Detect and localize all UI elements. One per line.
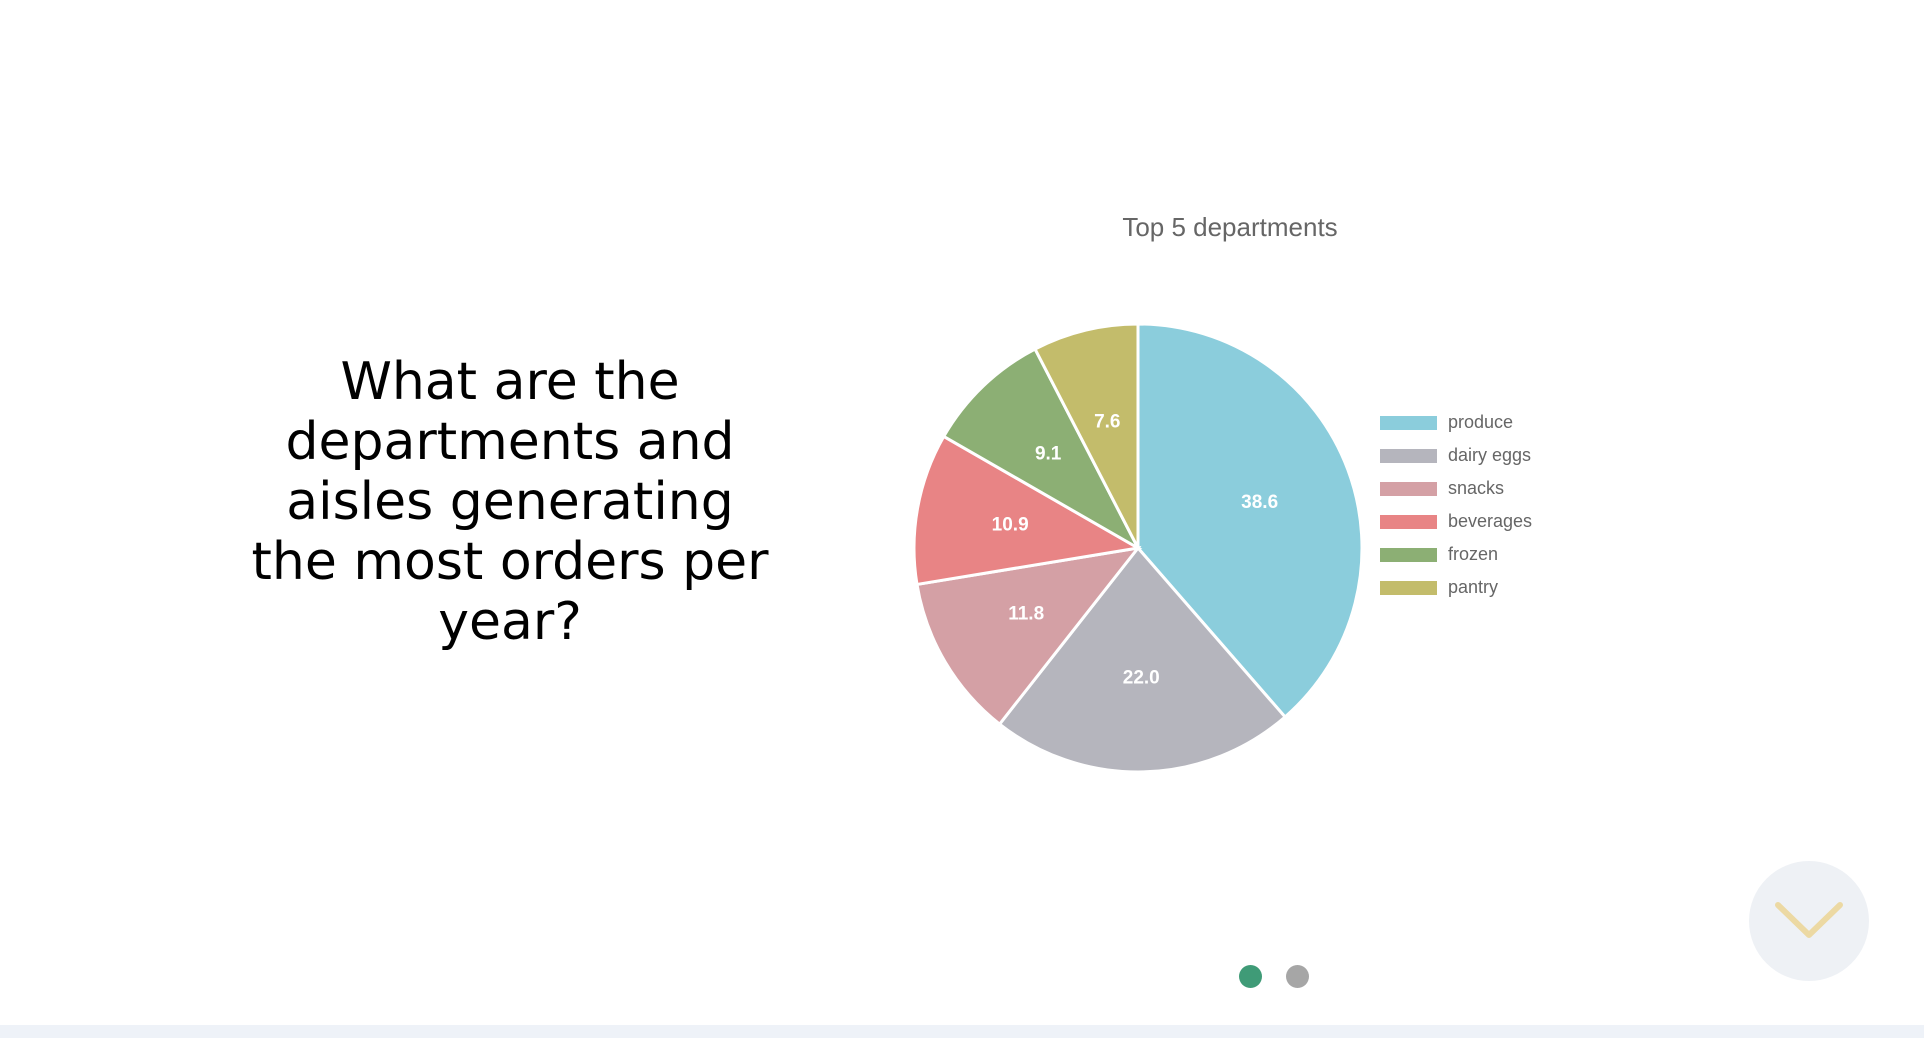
legend-label: frozen <box>1448 544 1499 564</box>
page-dot-1[interactable] <box>1239 965 1262 988</box>
pagination-dots <box>1239 965 1309 988</box>
chart-legend: produce dairy eggs snacks beverages froz… <box>1380 406 1532 604</box>
legend-swatch <box>1380 514 1437 529</box>
pie-slice-frozen[interactable] <box>941 347 1142 552</box>
legend-label: snacks <box>1448 478 1505 498</box>
legend-label: pantry <box>1448 577 1499 597</box>
slice-value-label: 11.8 <box>1008 604 1044 625</box>
legend-item-produce[interactable]: produce <box>1380 406 1532 439</box>
legend-item-snacks[interactable]: snacks <box>1380 472 1532 505</box>
legend-label: dairy eggs <box>1448 445 1532 465</box>
pie-slice-snacks[interactable] <box>915 545 1142 727</box>
bottom-bar <box>0 1025 1924 1038</box>
slice-value-label: 7.6 <box>1094 411 1120 432</box>
legend-item-frozen[interactable]: frozen <box>1380 538 1532 571</box>
chart-title: Top 5 departments <box>1122 212 1338 242</box>
legend-swatch <box>1380 547 1437 562</box>
legend-item-pantry[interactable]: pantry <box>1380 571 1532 604</box>
chevron-down-icon <box>1775 902 1843 938</box>
slice-value-label: 38.6 <box>1241 492 1278 513</box>
legend-swatch <box>1380 415 1437 430</box>
legend-label: produce <box>1448 412 1514 432</box>
question-heading: What are the departments and aisles gene… <box>251 352 769 652</box>
legend-swatch <box>1380 481 1437 496</box>
pie-slice-produce[interactable] <box>1136 322 1364 720</box>
legend-item-beverages[interactable]: beverages <box>1380 505 1532 538</box>
legend-swatch <box>1380 448 1437 463</box>
next-slide-button[interactable] <box>1749 861 1869 981</box>
pie-slice-pantry[interactable] <box>1033 322 1140 549</box>
legend-swatch <box>1380 580 1437 595</box>
legend-label: beverages <box>1448 511 1533 531</box>
slice-value-label: 9.1 <box>1035 444 1062 465</box>
slice-value-label: 10.9 <box>992 514 1029 535</box>
pie-slice-dairy-eggs[interactable] <box>997 545 1288 774</box>
page-dot-2[interactable] <box>1286 965 1309 988</box>
slice-value-label: 22.0 <box>1123 667 1160 688</box>
pie-slice-beverages[interactable] <box>912 434 1143 587</box>
legend-item-dairy-eggs[interactable]: dairy eggs <box>1380 439 1532 472</box>
